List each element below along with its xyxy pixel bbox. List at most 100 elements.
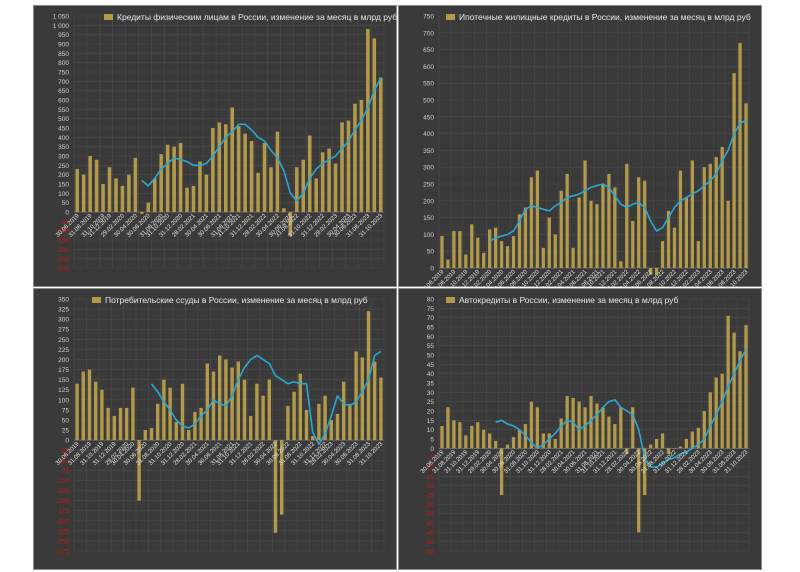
legend-title: Кредиты физическим лицам в России, измен… — [117, 12, 398, 22]
bar — [696, 241, 700, 268]
y-tick-label: 150 — [58, 182, 69, 189]
bar — [666, 448, 671, 454]
bar — [643, 448, 647, 495]
bar — [541, 247, 545, 268]
bar — [690, 160, 695, 268]
bar — [329, 419, 334, 441]
bar — [547, 217, 551, 268]
y-tick-label: 20 — [427, 409, 435, 416]
bar — [511, 236, 516, 268]
bar — [470, 425, 474, 449]
bar — [310, 436, 315, 441]
bar — [726, 200, 730, 268]
bar — [333, 163, 338, 212]
bar — [81, 174, 86, 212]
bar — [137, 440, 141, 501]
bar — [114, 178, 118, 212]
bar — [146, 202, 151, 212]
y-tick-label: 175 — [58, 367, 69, 374]
y-tick-label: 100 — [58, 397, 69, 404]
bar — [517, 214, 522, 268]
bar — [553, 234, 557, 268]
bar — [452, 420, 456, 449]
bar — [595, 403, 599, 449]
legend-swatch — [446, 14, 455, 20]
bar — [317, 403, 321, 441]
bar — [446, 407, 450, 449]
bar — [690, 431, 695, 449]
y-tick-label: 300 — [58, 317, 69, 324]
bar — [499, 448, 504, 495]
chart-svg-consumer-loans: 3503253002752502252001751501251007550250… — [55, 297, 385, 556]
bar — [211, 371, 216, 441]
bar — [348, 403, 352, 441]
y-tick-label: 25 — [62, 428, 70, 435]
bar — [678, 446, 683, 449]
y-tick-label: 125 — [58, 387, 69, 394]
y-tick-label: 200 — [58, 172, 69, 179]
bar — [273, 440, 278, 533]
bar — [261, 395, 265, 441]
bar — [249, 141, 254, 212]
bar — [625, 448, 629, 454]
y-tick-label: -50 — [60, 458, 70, 465]
bar — [354, 351, 358, 441]
bar — [191, 185, 196, 212]
y-tick-label: 75 — [427, 306, 435, 313]
bar — [517, 429, 522, 449]
y-tick-label: 400 — [423, 131, 434, 138]
bar — [224, 359, 228, 441]
bar — [529, 177, 534, 268]
bar — [360, 357, 365, 441]
bar — [335, 413, 340, 441]
y-tick-label: -250 — [56, 256, 69, 263]
y-tick-label: -30 — [425, 502, 435, 509]
legend: Автокредиты в России, изменение за месяц… — [446, 295, 678, 305]
bar — [529, 401, 534, 449]
bar — [143, 430, 148, 441]
bar — [236, 126, 241, 212]
bar — [732, 332, 736, 449]
bar — [230, 367, 234, 441]
bar — [601, 184, 605, 268]
bar — [648, 268, 653, 275]
bar — [589, 396, 593, 449]
chart-panel-retail-loans: 1 050 1 000 950 900 850 800 750 700 650 600 550 500… — [33, 5, 397, 287]
bar — [131, 387, 135, 441]
bar — [193, 411, 197, 441]
y-tick-label: 650 — [423, 47, 434, 54]
y-tick-label: 350 — [423, 148, 434, 155]
y-tick-label: -50 — [425, 539, 435, 546]
y-tick-label: 80 — [427, 297, 435, 304]
legend-title: Ипотечные жилищные кредиты в России, изм… — [459, 12, 751, 22]
bar — [152, 178, 157, 212]
bar — [607, 416, 611, 449]
bar — [678, 170, 683, 268]
bar — [571, 247, 575, 268]
y-tick-label: 100 — [58, 191, 69, 198]
bar — [118, 407, 123, 441]
bar — [353, 103, 357, 212]
bar — [488, 229, 492, 268]
y-tick-label: 50 — [62, 417, 70, 424]
bar — [613, 187, 617, 268]
y-tick-label: -40 — [425, 521, 435, 528]
bar — [446, 259, 450, 268]
bar — [440, 425, 444, 449]
bar — [75, 383, 79, 441]
bar — [149, 428, 154, 441]
bar — [198, 161, 202, 212]
bar — [301, 159, 306, 212]
y-tick-label: 400 — [58, 135, 69, 142]
bar — [505, 444, 510, 449]
bar — [75, 169, 80, 212]
y-tick-label: 70 — [427, 315, 435, 322]
legend: Потребительские ссуды в России, изменени… — [92, 295, 368, 305]
bar — [631, 407, 635, 449]
bar — [174, 421, 179, 441]
y-tick-label: 325 — [58, 307, 69, 314]
bar — [565, 173, 569, 268]
y-tick-label: -150 — [56, 238, 69, 245]
bar — [696, 427, 700, 449]
